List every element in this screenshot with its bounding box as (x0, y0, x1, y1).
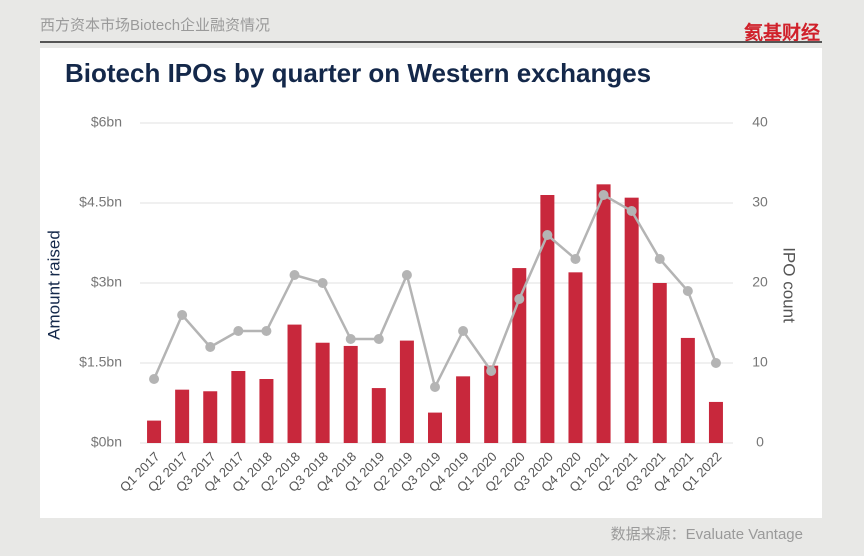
line-marker (317, 278, 328, 288)
bar (456, 376, 471, 443)
line-marker (514, 294, 525, 304)
bar (624, 197, 639, 443)
bar (540, 195, 555, 443)
line-marker (542, 230, 553, 240)
line-marker (458, 326, 469, 336)
y2-tick-label: 20 (752, 274, 768, 290)
line-marker (598, 190, 609, 200)
line-marker (626, 206, 637, 216)
bar (231, 371, 246, 443)
line-marker (345, 334, 356, 344)
y-tick-label: $1.5bn (79, 354, 122, 370)
line-marker (401, 270, 412, 280)
bar (596, 184, 611, 444)
y2-tick-label: 10 (752, 354, 768, 370)
y-tick-label: $3bn (91, 274, 122, 290)
chart-title: Biotech IPOs by quarter on Western excha… (65, 58, 651, 88)
line-marker (177, 310, 188, 320)
line-marker (654, 254, 665, 264)
bar (203, 391, 218, 443)
bar (371, 388, 386, 443)
bar (652, 283, 667, 443)
line-marker (289, 270, 300, 280)
bar (568, 272, 583, 443)
bar (175, 389, 190, 443)
line-marker (149, 374, 160, 384)
bar (315, 342, 330, 443)
y-axis-label: Amount raised (44, 230, 63, 340)
line-marker (486, 366, 497, 376)
line-marker (233, 326, 244, 336)
bar (680, 337, 695, 443)
header-rule (40, 41, 822, 43)
y-tick-label: $4.5bn (79, 194, 122, 210)
header-title: 西方资本市场Biotech企业融资情况 (40, 17, 271, 34)
bar (343, 345, 358, 443)
y2-axis-label: IPO count (780, 247, 799, 323)
y-tick-label: $6bn (91, 114, 122, 130)
line-marker (261, 326, 272, 336)
line-marker (682, 286, 693, 296)
bar (399, 340, 414, 443)
bar (512, 268, 527, 443)
y2-tick-label: 30 (752, 194, 768, 210)
bar (287, 324, 302, 443)
y2-tick-label: 0 (756, 434, 764, 450)
line-marker (373, 334, 384, 344)
bar (484, 365, 499, 443)
bar (147, 420, 162, 443)
chart: Biotech IPOs by quarter on Western excha… (40, 48, 822, 518)
bar (708, 401, 723, 443)
bar (259, 379, 274, 443)
line-marker (205, 342, 216, 352)
line-marker (710, 358, 721, 368)
logo: 氦基财经 (743, 22, 820, 44)
y-tick-label: $0bn (91, 434, 122, 450)
line-marker (430, 382, 440, 392)
y2-tick-label: 40 (752, 114, 768, 130)
bar (428, 412, 442, 443)
line-marker (570, 254, 581, 264)
source: 数据来源：Evaluate Vantage (610, 526, 803, 543)
